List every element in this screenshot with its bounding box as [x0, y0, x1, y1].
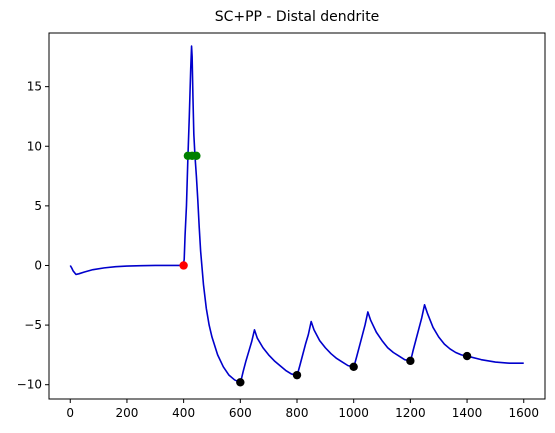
x-tick-label: 800	[286, 406, 309, 420]
x-tick-label: 0	[66, 406, 74, 420]
y-tick-label: −5	[24, 318, 42, 332]
scatter-point	[349, 362, 358, 372]
scatter-point	[236, 378, 245, 387]
x-tick-label: 400	[172, 406, 195, 420]
x-tick-label: 200	[115, 406, 138, 420]
scatter-point	[192, 151, 201, 160]
y-tick-label: 0	[34, 258, 42, 272]
x-tick-label: 1200	[395, 406, 426, 420]
x-axis: 0 200 400 600 800 1000 1200 1400 1600	[66, 399, 539, 420]
y-tick-label: 15	[27, 80, 42, 94]
y-tick-label: 10	[27, 139, 42, 153]
x-tick-label: 1600	[508, 406, 539, 420]
y-axis: −10 −5 0 5 10 15	[17, 80, 49, 392]
scatter-point	[179, 261, 188, 270]
y-tick-label: 5	[34, 199, 42, 213]
y-tick-label: −10	[17, 378, 42, 392]
plot-content	[69, 45, 524, 387]
scatter-point	[406, 356, 415, 366]
x-tick-label: 1400	[452, 406, 483, 420]
chart-title: SC+PP - Distal dendrite	[215, 9, 380, 25]
plot-frame	[48, 32, 546, 400]
series-line-0	[69, 45, 524, 384]
scatter-point	[462, 351, 472, 361]
x-tick-label: 600	[229, 406, 252, 420]
x-tick-label: 1000	[338, 406, 369, 420]
scatter-point	[292, 370, 302, 380]
